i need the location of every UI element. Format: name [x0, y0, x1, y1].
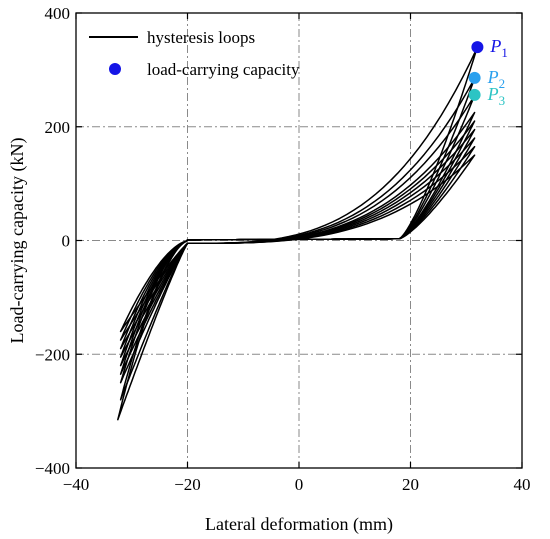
capacity-point [471, 41, 484, 54]
y-tick-label: 200 [45, 118, 71, 137]
y-tick-label: 0 [62, 232, 71, 251]
x-tick-label: 0 [295, 475, 304, 494]
y-axis-title: Load-carrying capacity (kN) [7, 138, 28, 344]
capacity-point-label: P1 [489, 36, 508, 60]
x-tick-label: 20 [402, 475, 419, 494]
x-axis-title: Lateral deformation (mm) [205, 514, 393, 535]
hysteresis-loop [119, 128, 476, 358]
legend: hysteresis loops load-carrying capacity [89, 28, 300, 79]
x-tick-label: 40 [514, 475, 531, 494]
hysteresis-loop [119, 111, 476, 375]
grid-lines [76, 13, 522, 468]
hysteresis-loop-series [117, 46, 479, 421]
y-tick-label: −200 [35, 345, 70, 364]
y-tick-label: 400 [45, 4, 71, 23]
capacity-point [468, 71, 481, 84]
x-tick-label: −20 [174, 475, 201, 494]
legend-entry-hysteresis-loops: hysteresis loops [147, 28, 255, 47]
capacity-point [468, 88, 481, 101]
x-tick-label: −40 [63, 475, 90, 494]
hysteresis-loop [119, 137, 476, 350]
capacity-point-label: P2 [487, 67, 506, 91]
capacity-point-label: P3 [487, 84, 506, 108]
hysteresis-loop [119, 154, 476, 333]
legend-circle-swatch [109, 63, 121, 75]
legend-entry-load-carrying-capacity: load-carrying capacity [147, 60, 300, 79]
y-tick-label: −400 [35, 459, 70, 478]
hysteresis-loop [117, 46, 479, 421]
